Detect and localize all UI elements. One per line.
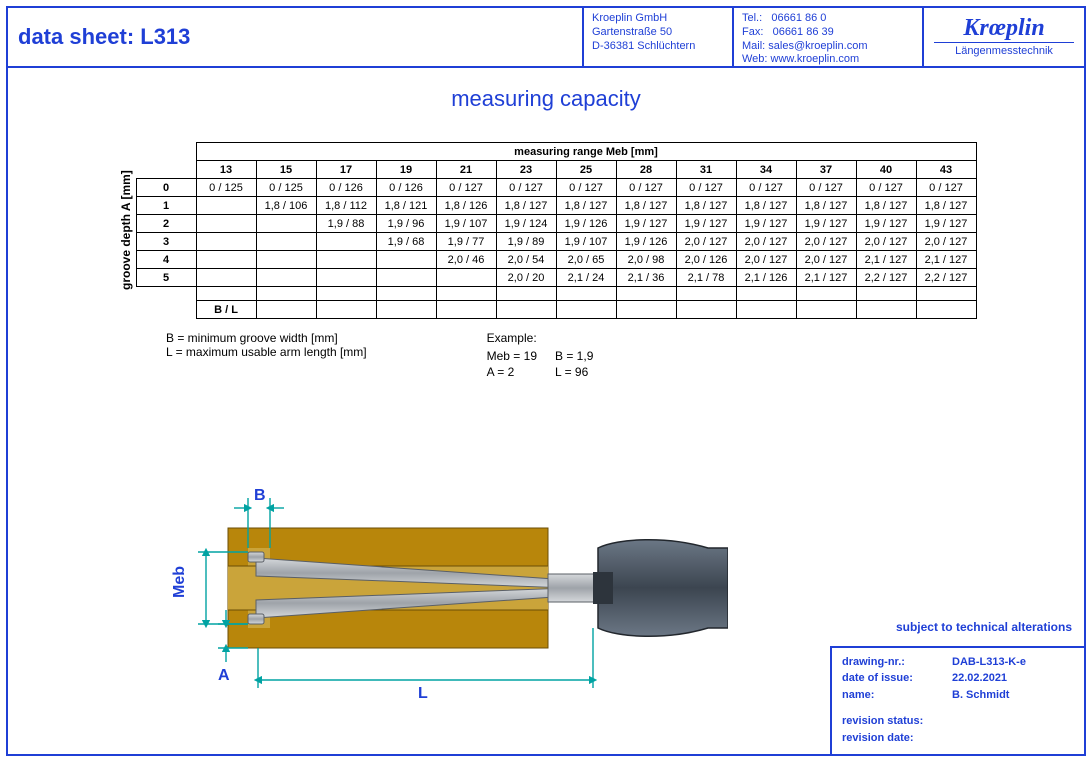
tb-revstatus-k: revision status:: [842, 713, 952, 730]
tb-name-k: name:: [842, 687, 952, 704]
section-title: measuring capacity: [18, 86, 1074, 112]
data-sheet: data sheet: L313 Kroeplin GmbH Gartenstr…: [6, 6, 1086, 756]
capacity-table-wrap: groove depth A [mm] measuring range Meb …: [18, 142, 1074, 319]
ex-a: A = 2: [487, 365, 537, 379]
logo-subtitle: Längenmesstechnik: [934, 42, 1074, 59]
tb-date-k: date of issue:: [842, 670, 952, 687]
contact-line: Web: www.kroeplin.com: [742, 53, 914, 67]
capacity-table: measuring range Meb [mm]1315171921232528…: [136, 142, 977, 319]
logo-text: Krœplin: [963, 16, 1044, 40]
company-address: Kroeplin GmbH Gartenstraße 50 D-36381 Sc…: [582, 8, 732, 66]
contact-line: Fax: 06661 86 39: [742, 26, 914, 40]
title-block: drawing-nr.:DAB-L313-K-e date of issue:2…: [830, 646, 1084, 755]
legend-b: B = minimum groove width [mm]: [166, 331, 367, 345]
measurement-diagram: B Meb A L: [148, 488, 728, 708]
company-contact: Tel.: 06661 86 0 Fax: 06661 86 39 Mail: …: [732, 8, 922, 66]
body: measuring capacity groove depth A [mm] m…: [8, 68, 1084, 379]
tb-revdate-k: revision date:: [842, 730, 952, 747]
label-l: L: [418, 685, 428, 702]
block-cross-section: [228, 528, 548, 648]
table-row: 31,9 / 681,9 / 771,9 / 891,9 / 1071,9 / …: [136, 233, 976, 251]
address-line: D-36381 Schlüchtern: [592, 40, 724, 54]
legend-l: L = maximum usable arm length [mm]: [166, 345, 367, 359]
header: data sheet: L313 Kroeplin GmbH Gartenstr…: [8, 8, 1084, 68]
tb-date-v: 22.02.2021: [952, 670, 1007, 687]
tb-name-v: B. Schmidt: [952, 687, 1009, 704]
label-meb: Meb: [171, 566, 188, 598]
table-row: 42,0 / 462,0 / 542,0 / 652,0 / 982,0 / 1…: [136, 251, 976, 269]
label-b: B: [254, 488, 266, 504]
example-label: Example:: [487, 331, 630, 345]
company-logo: Krœplin Längenmesstechnik: [922, 8, 1084, 66]
tb-drawing-k: drawing-nr.:: [842, 654, 952, 671]
table-legend: B = minimum groove width [mm] L = maximu…: [166, 331, 1074, 379]
table-side-label: groove depth A [mm]: [116, 142, 136, 319]
table-row: 00 / 1250 / 1250 / 1260 / 1260 / 1270 / …: [136, 179, 976, 197]
table-row: 11,8 / 1061,8 / 1121,8 / 1211,8 / 1261,8…: [136, 197, 976, 215]
footnote: subject to technical alterations: [896, 620, 1072, 634]
legend-example: Example: Meb = 19 B = 1,9 A = 2 L = 96: [487, 331, 630, 379]
table-row: 21,9 / 881,9 / 961,9 / 1071,9 / 1241,9 /…: [136, 215, 976, 233]
label-a: A: [218, 667, 230, 684]
address-line: Gartenstraße 50: [592, 26, 724, 40]
contact-line: Tel.: 06661 86 0: [742, 12, 914, 26]
legend-defs: B = minimum groove width [mm] L = maximu…: [166, 331, 367, 379]
diagram-svg: B Meb A L: [148, 488, 728, 708]
ex-meb: Meb = 19: [487, 349, 537, 363]
ex-b: B = 1,9: [555, 349, 593, 363]
contact-line: Mail: sales@kroeplin.com: [742, 40, 914, 54]
tb-drawing-v: DAB-L313-K-e: [952, 654, 1026, 671]
address-line: Kroeplin GmbH: [592, 12, 724, 26]
gauge-handle: [593, 540, 728, 637]
table-row: 52,0 / 202,1 / 242,1 / 362,1 / 782,1 / 1…: [136, 269, 976, 287]
ex-l: L = 96: [555, 365, 593, 379]
page-title: data sheet: L313: [8, 8, 582, 66]
